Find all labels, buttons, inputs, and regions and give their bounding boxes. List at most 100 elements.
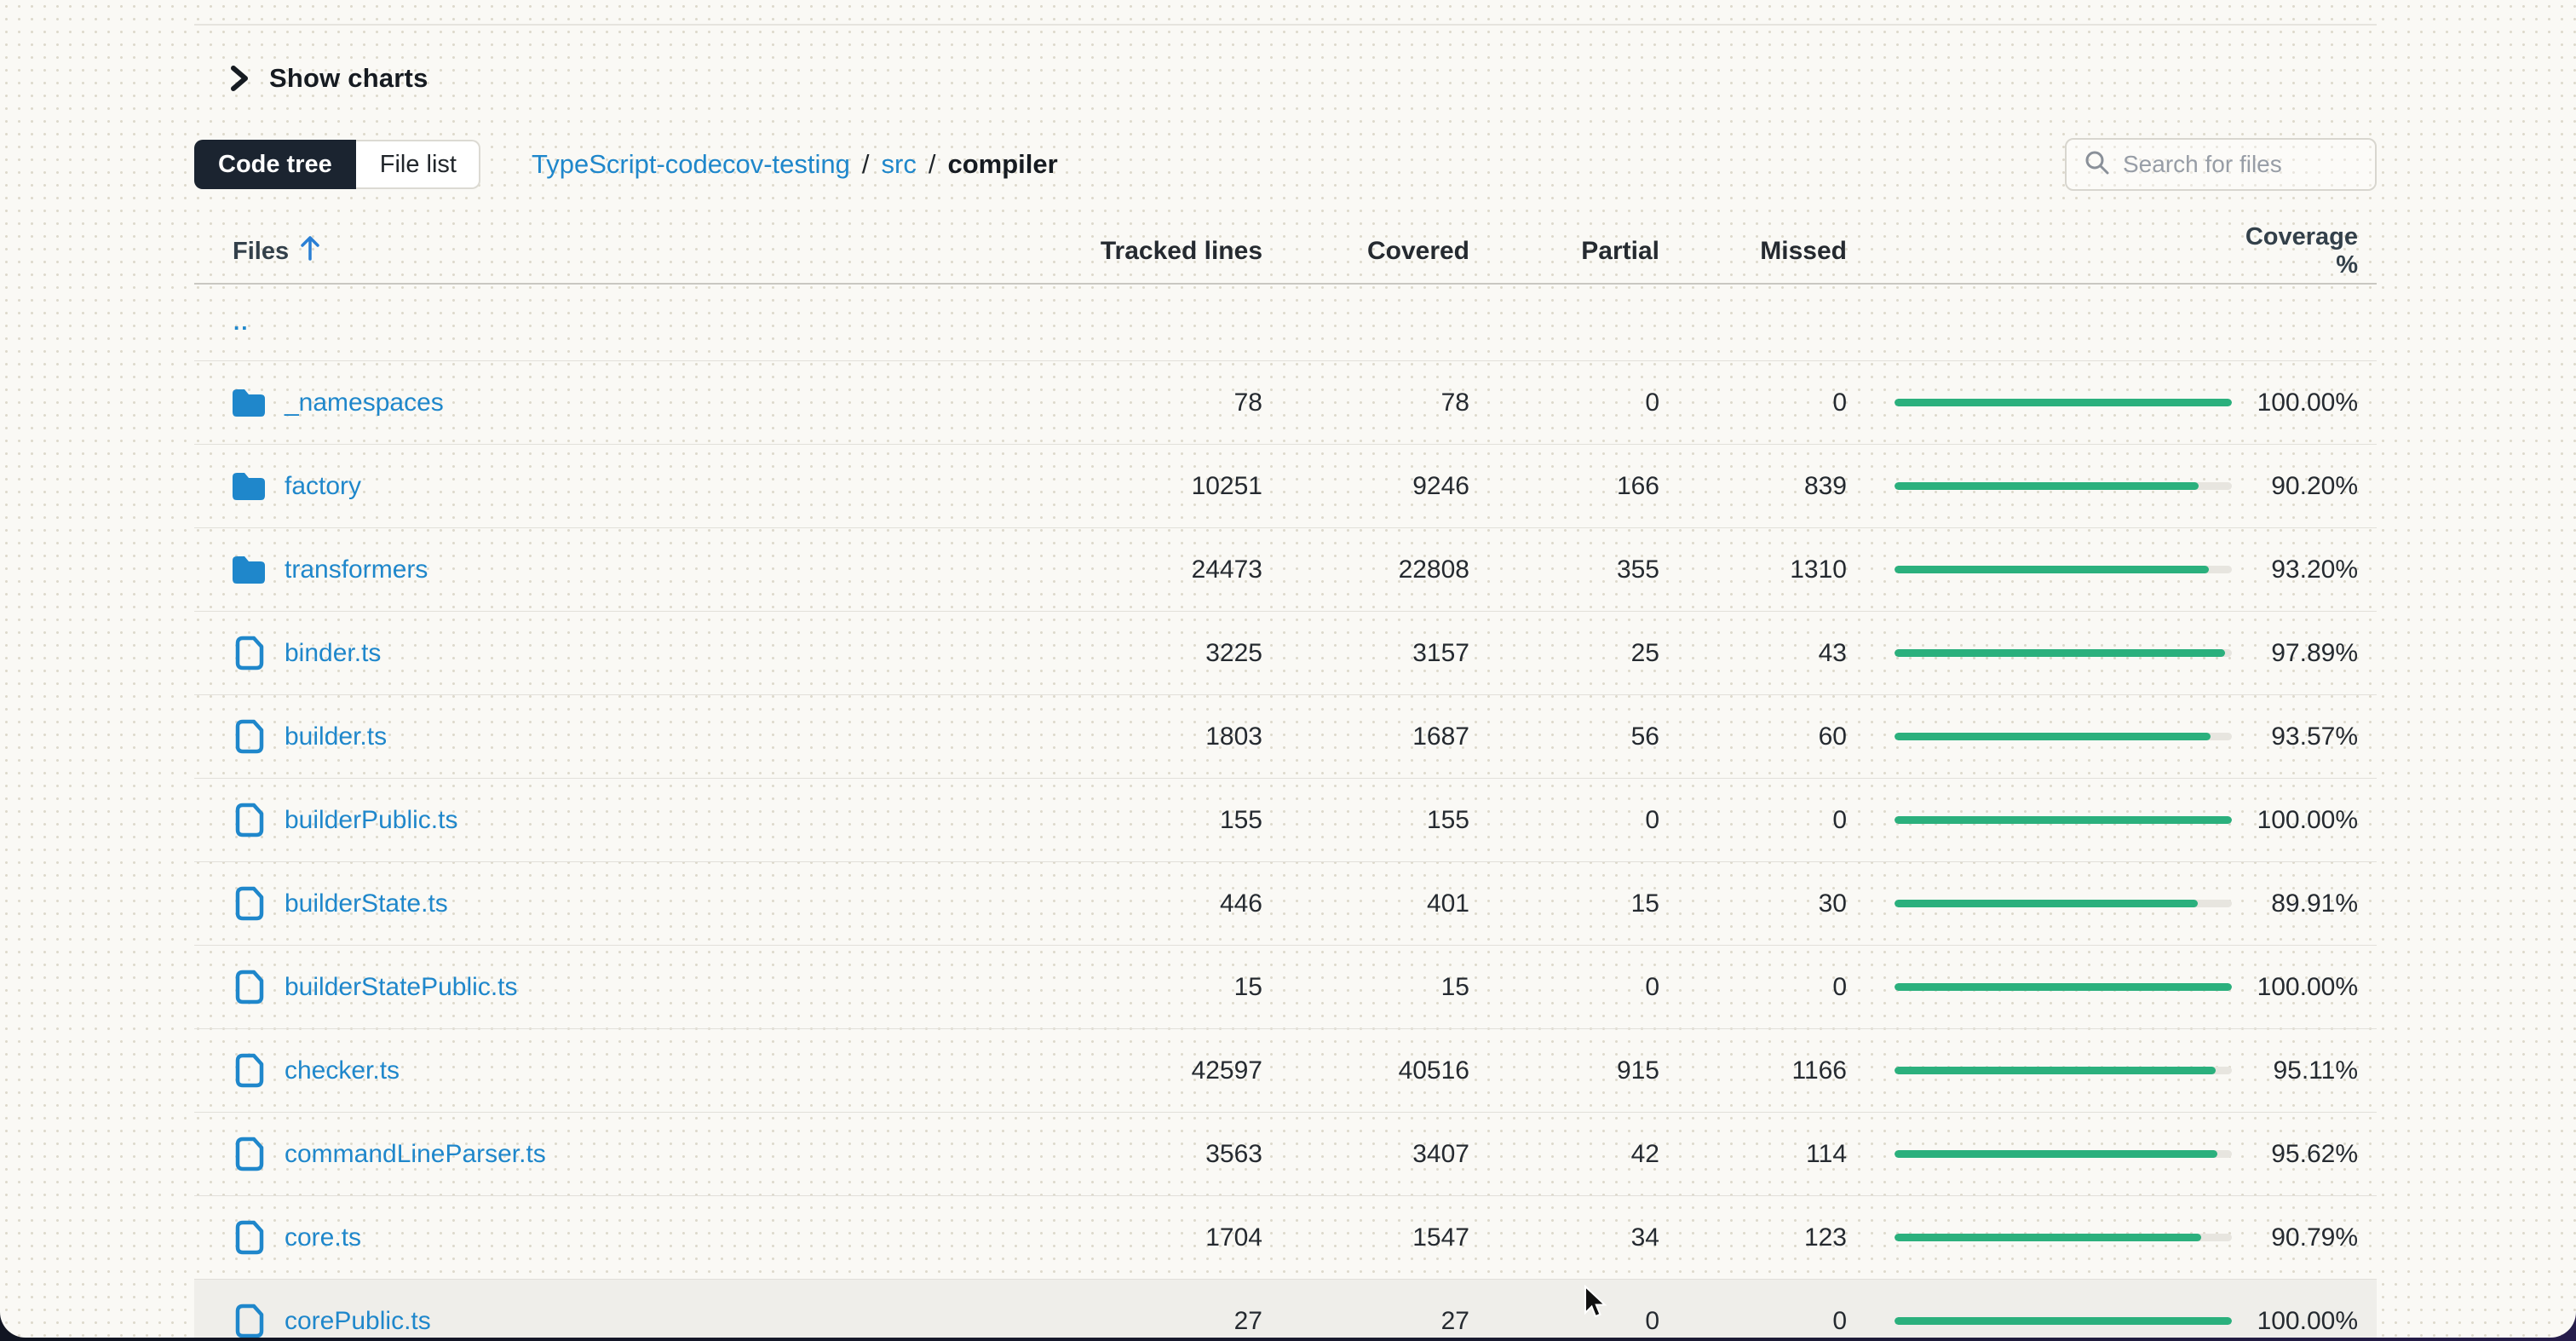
file-name-cell: builder.ts <box>194 718 1014 756</box>
coverage-bar-fill <box>1895 816 2232 824</box>
parent-directory-row: .. <box>194 285 2377 361</box>
covered-value: 9246 <box>1262 472 1469 501</box>
column-header-missed[interactable]: Missed <box>1659 237 1847 266</box>
file-name-cell: builderPublic.ts <box>194 802 1014 839</box>
missed-value: 114 <box>1659 1140 1847 1169</box>
coverage-bar-fill <box>1895 733 2211 740</box>
missed-value: 60 <box>1659 722 1847 751</box>
missed-value: 1310 <box>1659 555 1847 584</box>
view-toggle-code-tree[interactable]: Code tree <box>194 140 356 189</box>
partial-value: 355 <box>1469 555 1659 584</box>
covered-value: 40516 <box>1262 1056 1469 1085</box>
file-icon <box>233 802 264 839</box>
file-icon <box>233 885 264 923</box>
coverage-bar-track <box>1895 649 2232 657</box>
file-link[interactable]: core.ts <box>285 1223 361 1252</box>
covered-value: 3407 <box>1262 1140 1469 1169</box>
file-link[interactable]: builder.ts <box>285 722 387 751</box>
coverage-bar-track <box>1895 1150 2232 1158</box>
coverage-bar-fill <box>1895 399 2232 406</box>
folder-icon <box>231 555 267 585</box>
coverage-bar <box>1895 1067 2232 1074</box>
file-name-cell: transformers <box>194 551 1014 589</box>
coverage-bar-track <box>1895 1234 2232 1241</box>
covered-value: 15 <box>1262 973 1469 1002</box>
covered-value: 78 <box>1262 388 1469 417</box>
table-body: _namespaces 78 78 0 0 100.00% factory 10… <box>194 361 2377 1338</box>
partial-value: 15 <box>1469 889 1659 918</box>
view-toggle-file-list[interactable]: File list <box>356 140 480 189</box>
search-box[interactable] <box>2065 138 2377 191</box>
coverage-bar-track <box>1895 900 2232 907</box>
parent-directory-link[interactable]: .. <box>233 309 249 336</box>
coverage-bar-fill <box>1895 1067 2216 1074</box>
file-name-cell: corePublic.ts <box>194 1303 1014 1338</box>
covered-value: 1687 <box>1262 722 1469 751</box>
missed-value: 30 <box>1659 889 1847 918</box>
tracked-lines-value: 10251 <box>1014 472 1262 501</box>
covered-value: 22808 <box>1262 555 1469 584</box>
file-link[interactable]: factory <box>285 472 361 501</box>
file-icon <box>233 635 264 672</box>
breadcrumb-repo-link[interactable]: TypeScript-codecov-testing <box>532 149 850 180</box>
partial-value: 166 <box>1469 472 1659 501</box>
folder-icon <box>231 471 267 502</box>
partial-value: 0 <box>1469 806 1659 835</box>
covered-value: 1547 <box>1262 1223 1469 1252</box>
coverage-bar <box>1895 900 2232 907</box>
coverage-percent-value: 90.79% <box>2232 1223 2377 1252</box>
coverage-bar-fill <box>1895 983 2232 991</box>
coverage-bar-track <box>1895 566 2232 573</box>
file-icon <box>233 1052 264 1090</box>
covered-value: 155 <box>1262 806 1469 835</box>
file-link[interactable]: builderStatePublic.ts <box>285 973 518 1002</box>
file-link[interactable]: transformers <box>285 555 428 584</box>
file-link[interactable]: builderPublic.ts <box>285 806 457 835</box>
partial-value: 42 <box>1469 1140 1659 1169</box>
tracked-lines-value: 42597 <box>1014 1056 1262 1085</box>
coverage-bar-fill <box>1895 900 2198 907</box>
tracked-lines-value: 3563 <box>1014 1140 1262 1169</box>
view-toggle: Code tree File list <box>194 140 480 189</box>
file-link[interactable]: checker.ts <box>285 1056 400 1085</box>
file-link[interactable]: commandLineParser.ts <box>285 1140 546 1169</box>
file-icon <box>233 1136 264 1173</box>
search-input[interactable] <box>2123 151 2358 178</box>
top-divider <box>194 24 2377 26</box>
file-name-cell: binder.ts <box>194 635 1014 672</box>
missed-value: 1166 <box>1659 1056 1847 1085</box>
partial-value: 0 <box>1469 388 1659 417</box>
coverage-bar <box>1895 1150 2232 1158</box>
table-row: factory 10251 9246 166 839 90.20% <box>194 445 2377 528</box>
coverage-percent-value: 100.00% <box>2232 1307 2377 1336</box>
chevron-right-icon <box>227 64 252 93</box>
column-header-covered[interactable]: Covered <box>1262 237 1469 266</box>
column-header-tracked-lines[interactable]: Tracked lines <box>1014 237 1262 266</box>
column-header-files[interactable]: Files <box>194 234 1014 268</box>
coverage-bar <box>1895 983 2232 991</box>
show-charts-toggle[interactable]: Show charts <box>227 63 428 94</box>
coverage-bar <box>1895 816 2232 824</box>
partial-value: 915 <box>1469 1056 1659 1085</box>
covered-value: 27 <box>1262 1307 1469 1336</box>
coverage-bar-track <box>1895 816 2232 824</box>
coverage-bar <box>1895 649 2232 657</box>
column-header-partial[interactable]: Partial <box>1469 237 1659 266</box>
file-link[interactable]: _namespaces <box>285 388 444 417</box>
file-link[interactable]: binder.ts <box>285 639 381 668</box>
coverage-bar <box>1895 399 2232 406</box>
coverage-bar-track <box>1895 1317 2232 1325</box>
column-header-coverage[interactable]: Coverage % <box>2232 223 2377 279</box>
file-icon <box>233 1303 264 1338</box>
coverage-percent-value: 95.62% <box>2232 1140 2377 1169</box>
file-name-cell: builderState.ts <box>194 885 1014 923</box>
tracked-lines-value: 1803 <box>1014 722 1262 751</box>
missed-value: 0 <box>1659 388 1847 417</box>
file-link[interactable]: builderState.ts <box>285 889 448 918</box>
coverage-bar <box>1895 482 2232 490</box>
file-link[interactable]: corePublic.ts <box>285 1307 431 1336</box>
missed-value: 123 <box>1659 1223 1847 1252</box>
breadcrumb-src-link[interactable]: src <box>882 149 917 180</box>
breadcrumb-separator: / <box>862 149 870 180</box>
file-name-cell: commandLineParser.ts <box>194 1136 1014 1173</box>
